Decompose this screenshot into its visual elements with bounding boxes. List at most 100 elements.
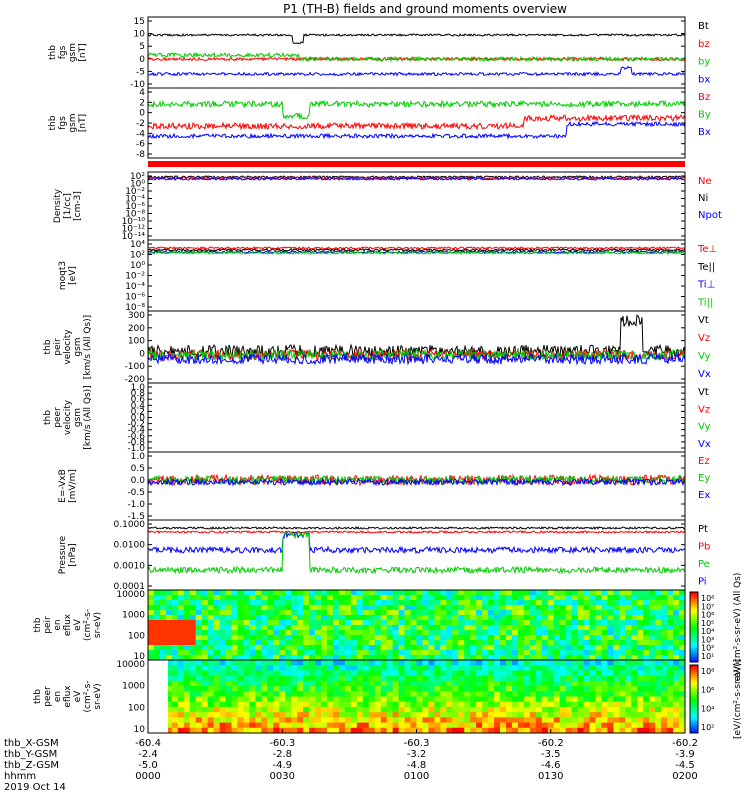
spectrogram-cell: [464, 670, 471, 677]
spectrogram-cell: [297, 701, 304, 708]
spectrogram-cell: [219, 655, 227, 661]
y-tick-label: 10⁻⁴: [125, 282, 145, 292]
spectrogram-cell: [625, 701, 632, 708]
spectrogram-cell: [523, 696, 531, 703]
spectrogram-cell: [309, 615, 316, 621]
spectrogram-cell: [350, 712, 358, 718]
spectrogram-cell: [285, 635, 292, 641]
spectrogram-cell: [470, 620, 477, 626]
spectrogram-cell: [338, 665, 346, 671]
spectrogram-cell: [231, 645, 238, 651]
panel-ylabel: (cm²-s-: [83, 609, 93, 641]
spectrogram-cell: [422, 701, 429, 708]
spectrogram-cell: [321, 610, 328, 616]
spectrogram-cell: [655, 712, 662, 718]
spectrogram-cell: [237, 610, 244, 616]
spectrogram-cell: [458, 650, 465, 656]
spectrogram-cell: [476, 675, 483, 682]
spectrogram-cell: [416, 696, 423, 703]
spectrogram-cell: [362, 620, 370, 626]
spectrogram-cell: [476, 717, 483, 724]
spectrogram-cell: [607, 635, 614, 641]
spectrogram-cell: [571, 712, 579, 718]
spectrogram-cell: [607, 615, 614, 621]
spectrogram-cell: [500, 625, 507, 631]
spectrogram-cell: [559, 686, 567, 692]
spectrogram-cell: [410, 650, 417, 656]
spectrogram-cell: [631, 655, 638, 661]
spectrogram-cell: [321, 660, 328, 666]
spectrogram-cell: [392, 722, 400, 729]
spectrogram-cell: [368, 650, 376, 656]
spectrogram-cell: [303, 640, 310, 646]
spectrogram-cell: [243, 620, 250, 626]
spectrogram-cell: [327, 610, 334, 616]
x-tick-label: -2.8: [272, 749, 292, 760]
spectrogram-cell: [338, 615, 346, 621]
spectrogram-cell: [476, 615, 483, 621]
legend-item: Vx: [698, 439, 711, 450]
spectrogram-cell: [249, 605, 256, 611]
y-tick-label: -8: [136, 150, 145, 160]
spectrogram-cell: [422, 675, 429, 682]
spectrogram-cell: [171, 625, 179, 631]
panel-ylabel: thb: [43, 410, 53, 425]
spectrogram-cell: [428, 712, 435, 718]
spectrogram-cell: [177, 701, 185, 708]
spectrogram-cell: [332, 635, 340, 641]
spectrogram-cell: [165, 640, 173, 646]
spectrogram-cell: [159, 615, 167, 621]
legend-item: Ey: [698, 473, 710, 484]
y-tick-label: -0.5: [127, 488, 145, 498]
spectrogram-cell: [374, 625, 382, 631]
spectrogram-cell: [649, 696, 656, 703]
spectrogram-cell: [595, 620, 602, 626]
spectrogram-cell: [661, 670, 668, 677]
spectrogram-cell: [643, 675, 650, 682]
spectrogram-cell: [601, 635, 608, 641]
spectrogram-cell: [404, 650, 412, 656]
spectrogram-cell: [374, 706, 382, 713]
spectrogram-cell: [231, 595, 238, 601]
spectrogram-cell: [380, 675, 388, 682]
series-ti-perp: [147, 249, 686, 254]
spectrogram-cell: [267, 625, 274, 631]
spectrogram-cell: [488, 665, 495, 671]
spectrogram-cell: [309, 722, 316, 729]
spectrogram-cell: [332, 691, 340, 697]
spectrogram-cell: [482, 675, 489, 682]
spectrogram-cell: [249, 706, 256, 713]
spectrogram-cell: [321, 600, 328, 606]
y-tick-label: -0.6: [127, 432, 145, 442]
spectrogram-cell: [565, 590, 573, 596]
spectrogram-cell: [410, 605, 417, 611]
spectrogram-cell: [350, 640, 358, 646]
spectrogram-cell: [482, 640, 489, 646]
spectrogram-cell: [309, 620, 316, 626]
spectrogram-cell: [482, 655, 489, 661]
spectrogram-cell: [332, 675, 340, 682]
y-tick-label: 10: [134, 652, 146, 662]
spectrogram-cell: [559, 675, 567, 682]
spectrogram-cell: [285, 625, 292, 631]
spectrogram-cell: [517, 640, 525, 646]
spectrogram-cell: [511, 717, 519, 724]
spectrogram-cell: [350, 605, 358, 611]
spectrogram-cell: [177, 595, 185, 601]
spectrogram-cell: [386, 722, 394, 729]
spectrogram-cell: [482, 686, 489, 692]
spectrogram-cell: [517, 691, 525, 697]
spectrogram-cell: [583, 605, 591, 611]
y-tick-label: -0.2: [127, 420, 145, 430]
y-tick-label: 10⁻¹⁴: [122, 232, 146, 242]
spectrogram-cell: [332, 640, 340, 646]
y-tick-label: 10⁰: [130, 261, 145, 271]
spectrogram-cell: [362, 722, 370, 729]
spectrogram-cell: [428, 686, 435, 692]
spectrogram-cell: [553, 686, 561, 692]
spectrogram-cell: [428, 625, 435, 631]
spectrogram-cell: [368, 605, 376, 611]
spectrogram-cell: [589, 610, 596, 616]
spectrogram-cell: [637, 615, 644, 621]
spectrogram-cell: [392, 701, 400, 708]
